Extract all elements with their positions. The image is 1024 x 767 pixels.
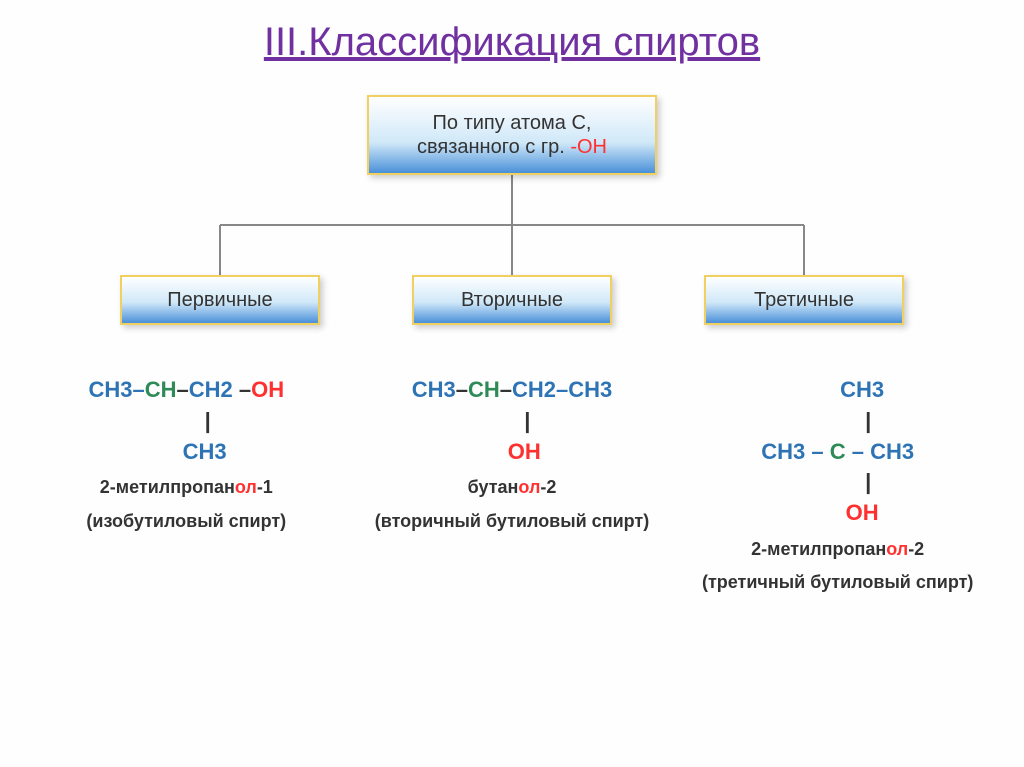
s-ch: СН [468,377,500,402]
primary-l1: СН3–СН–СН2 –ОН [40,375,333,406]
tertiary-l3: СН3 – С – СН3 [691,437,984,468]
primary-alt: (изобутиловый спирт) [40,509,333,534]
s-nb: -2 [540,477,556,497]
tertiary-name: 2-метилпропанол-2 [691,537,984,562]
formula-primary: СН3–СН–СН2 –ОН | СН3 2-метилпропанол-1 (… [40,375,333,595]
root-line2a: связанного с гр. [417,136,570,158]
children-row: Первичные Вторичные Третичные [30,275,994,325]
p-d2: – [239,377,251,402]
p-ch3: СН3– [88,377,144,402]
secondary-l1: СН3–СН–СН2–СН3 [366,375,659,406]
root-line1: По типу атома С, [433,112,592,134]
page-title: III.Классификация спиртов [30,20,994,65]
child-primary: Первичные [120,275,320,325]
formula-tertiary: СН3 | СН3 – С – СН3 | ОН 2-метилпропанол… [691,375,984,595]
primary-name: 2-метилпропанол-1 [40,475,333,500]
t-nb: -2 [908,539,924,559]
p-nb: -1 [257,477,273,497]
t-na: 2-метилпропан [751,539,886,559]
t-ch3b: – СН3 [846,439,914,464]
s-nol: ол [518,477,540,497]
secondary-l3: ОН [366,437,659,468]
root-oh: -ОН [570,136,607,158]
tertiary-l2: | [691,406,984,437]
s-pad [483,439,507,464]
secondary-name: бутанол-2 [366,475,659,500]
primary-l3: СН3 [40,437,333,468]
hierarchy-diagram: По типу атома С, связанного с гр. -ОН Пе… [30,95,994,355]
secondary-l2: | [366,406,659,437]
p-oh: ОН [251,377,284,402]
p-d1: – [177,377,189,402]
child-tertiary: Третичные [704,275,904,325]
s-ch2ch3: СН2–СН3 [512,377,612,402]
p-nol: ол [235,477,257,497]
s-ch3: СН3 [412,377,456,402]
t-ch3a: СН3 – [761,439,829,464]
s-na: бутан [468,477,519,497]
tertiary-l5: ОН [691,498,984,529]
formulas-row: СН3–СН–СН2 –ОН | СН3 2-метилпропанол-1 (… [30,355,994,595]
s-d1: – [456,377,468,402]
p-na: 2-метилпропан [100,477,235,497]
s-oh: ОН [508,439,541,464]
child-secondary: Вторичные [412,275,612,325]
s-d2: – [500,377,512,402]
t-c: С [830,439,846,464]
tertiary-l4: | [691,467,984,498]
formula-secondary: СН3–СН–СН2–СН3 | ОН бутанол-2 (вторичный… [366,375,659,595]
p-ch2: СН2 [189,377,239,402]
t-oh: ОН [846,500,879,525]
p-ch: СН [145,377,177,402]
tertiary-alt: (третичный бутиловый спирт) [691,570,984,595]
t-pad [797,500,846,525]
root-node: По типу атома С, связанного с гр. -ОН [367,95,657,175]
t-nol: ол [886,539,908,559]
primary-l2: | [40,406,333,437]
tertiary-l1: СН3 [691,375,984,406]
secondary-alt: (вторичный бутиловый спирт) [366,509,659,534]
